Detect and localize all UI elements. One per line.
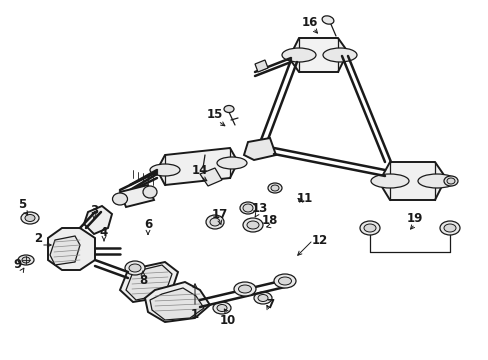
Polygon shape: [48, 228, 95, 270]
Polygon shape: [244, 138, 275, 160]
Text: 16: 16: [301, 15, 318, 28]
Ellipse shape: [22, 257, 30, 263]
Text: 15: 15: [206, 108, 223, 122]
Polygon shape: [288, 38, 347, 72]
Ellipse shape: [142, 186, 157, 198]
Text: 13: 13: [251, 202, 267, 215]
Ellipse shape: [205, 215, 224, 229]
Ellipse shape: [446, 178, 454, 184]
Ellipse shape: [323, 48, 356, 62]
Ellipse shape: [217, 305, 226, 311]
Polygon shape: [378, 162, 445, 200]
Text: 17: 17: [211, 208, 228, 221]
Ellipse shape: [322, 16, 333, 24]
Ellipse shape: [443, 176, 457, 186]
Polygon shape: [120, 262, 178, 302]
Ellipse shape: [243, 218, 263, 232]
Ellipse shape: [25, 215, 35, 221]
Text: 5: 5: [18, 198, 26, 211]
Text: 14: 14: [191, 163, 208, 176]
Ellipse shape: [150, 164, 180, 176]
Ellipse shape: [21, 212, 39, 224]
Text: 8: 8: [139, 274, 147, 287]
Ellipse shape: [209, 218, 220, 226]
Ellipse shape: [363, 224, 375, 232]
Ellipse shape: [238, 285, 251, 293]
Polygon shape: [84, 206, 112, 234]
Ellipse shape: [359, 221, 379, 235]
Ellipse shape: [240, 202, 256, 214]
Polygon shape: [120, 185, 154, 207]
Ellipse shape: [258, 294, 267, 302]
Text: 6: 6: [143, 219, 152, 231]
Polygon shape: [254, 60, 267, 72]
Ellipse shape: [282, 48, 315, 62]
Text: 10: 10: [220, 314, 236, 327]
Ellipse shape: [129, 264, 141, 272]
Ellipse shape: [217, 157, 246, 169]
Ellipse shape: [246, 221, 259, 229]
Text: 9: 9: [14, 258, 22, 271]
Polygon shape: [126, 265, 172, 300]
Ellipse shape: [213, 302, 230, 314]
Ellipse shape: [125, 261, 145, 275]
Ellipse shape: [243, 204, 252, 212]
Text: 1: 1: [190, 309, 199, 321]
Ellipse shape: [18, 255, 34, 265]
Ellipse shape: [439, 221, 459, 235]
Text: 4: 4: [100, 225, 108, 238]
Polygon shape: [200, 168, 222, 186]
Ellipse shape: [267, 183, 282, 193]
Ellipse shape: [270, 185, 279, 191]
Polygon shape: [145, 282, 209, 322]
Text: 3: 3: [90, 203, 98, 216]
Ellipse shape: [112, 193, 127, 205]
Ellipse shape: [224, 105, 234, 112]
Text: 11: 11: [296, 192, 312, 204]
Ellipse shape: [278, 277, 291, 285]
Ellipse shape: [273, 274, 295, 288]
Polygon shape: [50, 236, 80, 265]
Ellipse shape: [370, 174, 408, 188]
Polygon shape: [150, 288, 203, 320]
Text: 12: 12: [311, 234, 327, 247]
Polygon shape: [157, 148, 238, 185]
Ellipse shape: [417, 174, 455, 188]
Ellipse shape: [253, 292, 271, 304]
Text: 7: 7: [265, 298, 273, 311]
Text: 2: 2: [34, 231, 42, 244]
Text: 19: 19: [406, 211, 422, 225]
Ellipse shape: [443, 224, 455, 232]
Ellipse shape: [234, 282, 256, 296]
Text: 18: 18: [261, 213, 278, 226]
